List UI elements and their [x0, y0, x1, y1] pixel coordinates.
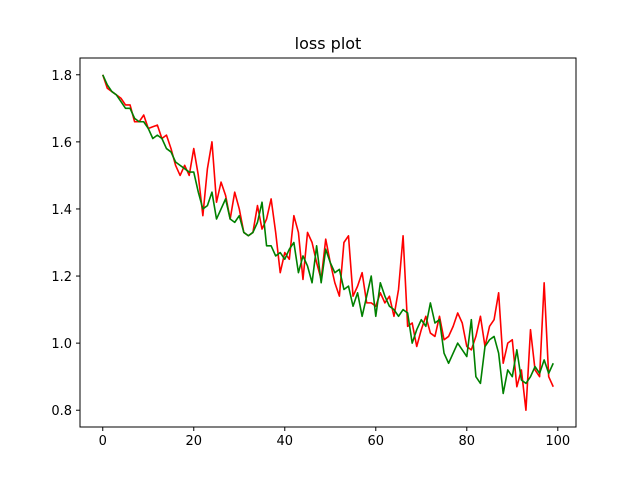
axes-layer: 0 20 40 60 80 100 0.8 1.0 1.2 1.4 1.6 1.8 [51, 57, 577, 449]
series-layer [101, 74, 554, 412]
x-tick-label: 0 [99, 434, 107, 449]
x-tick-label: 80 [459, 434, 476, 449]
y-tick-label: 1.2 [51, 270, 72, 285]
x-tick-label: 100 [545, 434, 570, 449]
y-tick-label: 1.4 [51, 203, 72, 218]
series-line-green [102, 74, 554, 395]
series-line-red [101, 74, 554, 412]
x-tick-label: 60 [368, 434, 385, 449]
y-tick-label: 1.8 [51, 69, 72, 84]
axes-frame [79, 57, 577, 428]
x-tick-label: 20 [185, 434, 202, 449]
y-tick-label: 0.8 [51, 404, 72, 419]
chart-title: loss plot [295, 34, 362, 53]
y-tick-label: 1.6 [51, 136, 72, 151]
x-tick-label: 40 [276, 434, 293, 449]
y-tick-label: 1.0 [51, 337, 72, 352]
